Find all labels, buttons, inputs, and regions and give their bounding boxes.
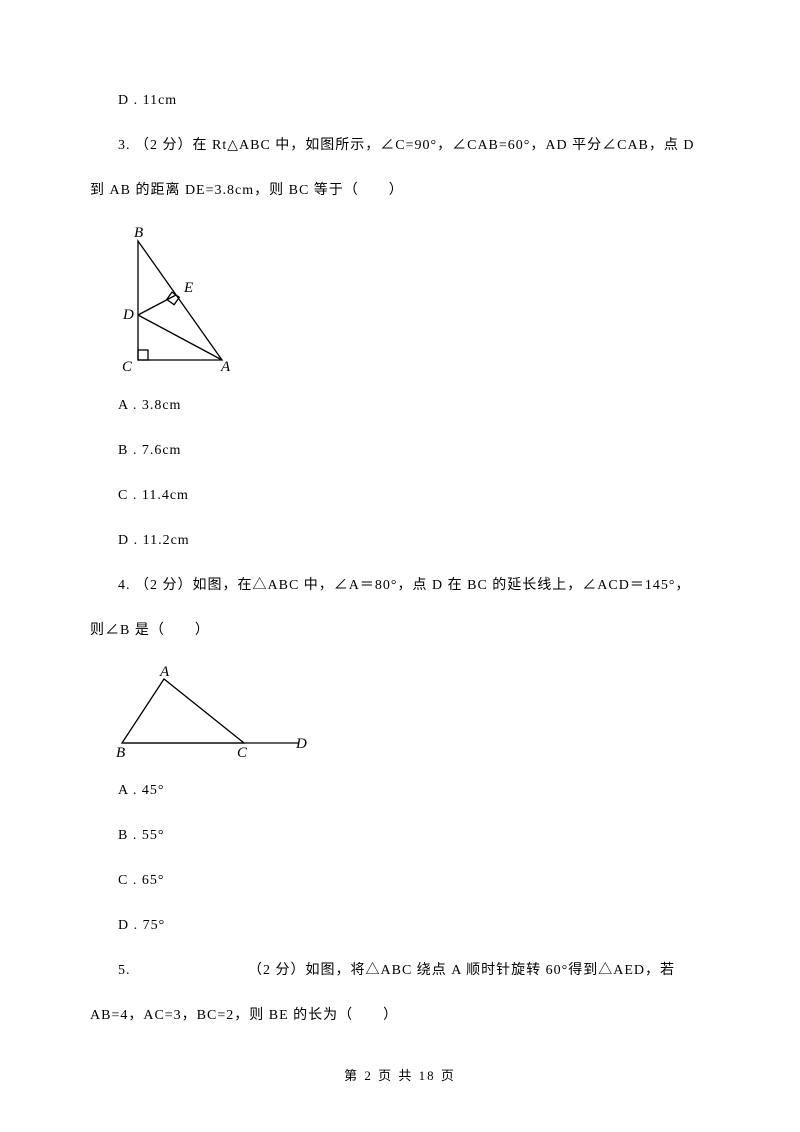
q3-stem-line1: 3. （2 分）在 Rt△ABC 中，如图所示，∠C=90°，∠CAB=60°，… (90, 135, 710, 156)
q3-label-e: E (183, 280, 193, 296)
q3-option-b: B . 7.6cm (90, 440, 710, 461)
q3-option-c: C . 11.4cm (90, 485, 710, 506)
q3-label-d: D (122, 307, 134, 323)
q4-option-b: B . 55° (90, 825, 710, 846)
q3-label-b: B (134, 225, 143, 241)
q4-option-d: D . 75° (90, 915, 710, 936)
q4-figure: A B C D (104, 665, 710, 760)
q3-label-a: A (220, 359, 231, 375)
q4-option-a: A . 45° (90, 780, 710, 801)
q4-stem-line2: 则∠B 是（ ） (90, 620, 710, 641)
q2-option-d: D . 11cm (90, 90, 710, 111)
q3-figure: B E D C A (104, 225, 710, 375)
q3-label-c: C (122, 359, 133, 375)
q3-option-d: D . 11.2cm (90, 530, 710, 551)
q5-stem-line1: 5. （2 分）如图，将△ABC 绕点 A 顺时针旋转 60°得到△AED，若 (90, 960, 710, 981)
page: D . 11cm 3. （2 分）在 Rt△ABC 中，如图所示，∠C=90°，… (0, 0, 800, 1126)
q3-option-a: A . 3.8cm (90, 395, 710, 416)
q4-stem-line1: 4. （2 分）如图，在△ABC 中，∠A＝80°，点 D 在 BC 的延长线上… (90, 575, 710, 596)
q3-triangle-svg: B E D C A (104, 225, 254, 375)
q4-option-c: C . 65° (90, 870, 710, 891)
q4-label-a: A (159, 665, 170, 680)
page-footer: 第 2 页 共 18 页 (90, 1066, 710, 1086)
q4-label-b: B (116, 745, 125, 760)
q4-label-d: D (295, 736, 307, 752)
q4-label-c: C (237, 745, 248, 760)
q3-stem-line2: 到 AB 的距离 DE=3.8cm，则 BC 等于（ ） (90, 180, 710, 201)
q4-triangle-svg: A B C D (104, 665, 314, 760)
q5-stem-line2: AB=4，AC=3，BC=2，则 BE 的长为（ ） (90, 1005, 710, 1026)
